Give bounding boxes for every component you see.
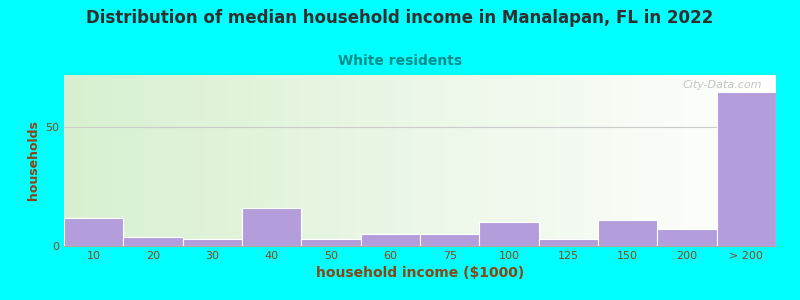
Bar (479, 222, 538, 246)
Bar (717, 92, 776, 246)
Y-axis label: households: households (26, 121, 39, 200)
Text: White residents: White residents (338, 54, 462, 68)
Bar (182, 239, 242, 246)
Bar (598, 220, 658, 246)
Bar (538, 239, 598, 246)
Bar (420, 234, 479, 246)
Text: Distribution of median household income in Manalapan, FL in 2022: Distribution of median household income … (86, 9, 714, 27)
Bar (302, 239, 361, 246)
Bar (361, 234, 420, 246)
Bar (123, 236, 182, 246)
Text: City-Data.com: City-Data.com (682, 80, 762, 90)
X-axis label: household income ($1000): household income ($1000) (316, 266, 524, 280)
Bar (64, 218, 123, 246)
Bar (658, 230, 717, 246)
Bar (242, 208, 302, 246)
